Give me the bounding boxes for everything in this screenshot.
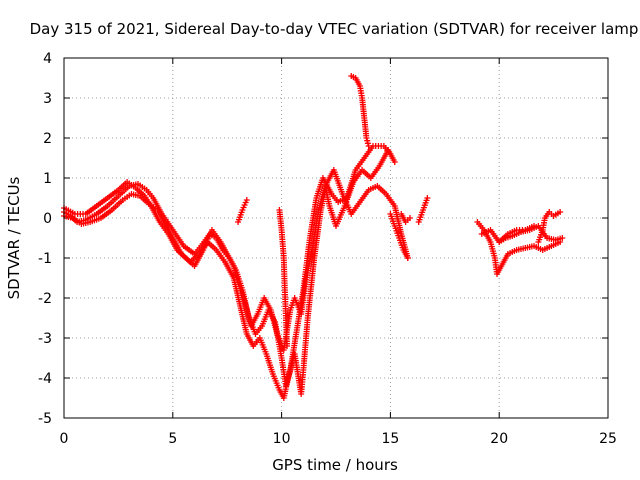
x-tick-label: 5 (168, 431, 177, 447)
y-tick-label: -1 (38, 251, 52, 267)
data-series (496, 223, 566, 245)
data-series (387, 211, 411, 261)
y-tick-label: -3 (38, 331, 52, 347)
tick-labels: 0 5 10 15 20 25 -5 -4 -3 -2 -1 0 1 2 3 4 (38, 51, 617, 447)
data-point (243, 197, 250, 203)
data-point (557, 209, 564, 215)
data-series (348, 73, 372, 149)
data-point (404, 255, 411, 261)
data-point (284, 343, 291, 349)
data-series (276, 207, 291, 349)
data-point (424, 195, 431, 201)
y-tick-label: -2 (38, 291, 52, 307)
x-tick-label: 15 (381, 431, 399, 447)
grid (64, 58, 608, 418)
y-axis-label: SDTVAR / TECUs (5, 176, 23, 299)
y-tick-label: -5 (38, 411, 52, 427)
data-point (365, 143, 372, 149)
y-tick-label: -4 (38, 371, 52, 387)
data-point (391, 159, 398, 165)
ticks (63, 57, 609, 419)
data-point (406, 215, 413, 221)
x-tick-label: 10 (273, 431, 291, 447)
data-marker (364, 140, 371, 147)
data-points (61, 73, 566, 401)
chart-title: Day 315 of 2021, Sidereal Day-to-day VTE… (30, 20, 639, 38)
data-series (398, 211, 413, 225)
x-tick-label: 0 (60, 431, 69, 447)
x-axis-label: GPS time / hours (272, 456, 398, 474)
data-series (415, 195, 431, 225)
data-point (559, 235, 566, 241)
x-tick-label: 20 (490, 431, 508, 447)
y-tick-label: 3 (43, 91, 52, 107)
y-tick-label: 2 (43, 131, 52, 147)
data-series (235, 197, 250, 225)
data-marker (364, 137, 371, 144)
data-series (61, 147, 398, 353)
x-tick-label: 25 (599, 431, 617, 447)
y-tick-label: 0 (43, 211, 52, 227)
data-series (474, 219, 564, 277)
data-point (363, 135, 370, 141)
plot-frame (63, 57, 609, 419)
y-tick-label: 4 (43, 51, 52, 67)
y-tick-label: 1 (43, 171, 52, 187)
